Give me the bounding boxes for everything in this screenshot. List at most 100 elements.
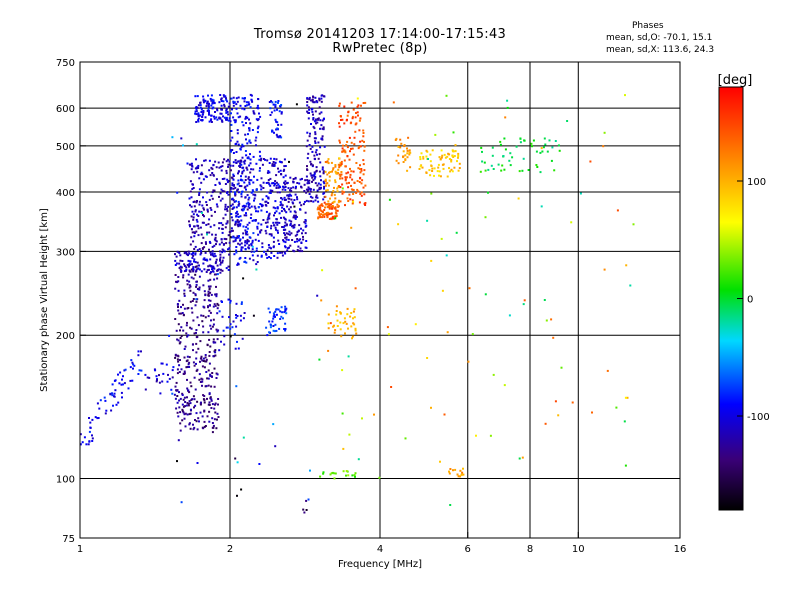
data-point <box>174 274 177 276</box>
data-point <box>310 200 313 203</box>
data-point <box>266 334 269 337</box>
data-point <box>181 408 184 411</box>
data-point <box>281 254 284 257</box>
data-point <box>313 127 316 130</box>
data-point <box>323 185 326 188</box>
data-point <box>448 472 451 475</box>
data-point <box>275 184 278 187</box>
data-point <box>554 140 557 142</box>
data-point <box>271 189 274 192</box>
data-point <box>174 385 177 388</box>
data-point <box>199 360 201 363</box>
data-point <box>357 190 360 193</box>
data-point <box>444 156 447 159</box>
data-point <box>274 207 277 210</box>
data-point <box>209 345 212 348</box>
data-point <box>344 176 347 179</box>
data-point <box>320 94 323 97</box>
data-point <box>326 216 329 219</box>
data-point <box>240 219 243 222</box>
data-point <box>347 171 350 174</box>
data-point <box>294 216 296 219</box>
data-point <box>275 308 278 311</box>
data-point <box>195 300 198 303</box>
data-point <box>191 183 194 186</box>
data-point <box>321 269 324 272</box>
data-point <box>211 172 214 174</box>
data-point <box>441 289 444 292</box>
data-point <box>205 201 208 204</box>
data-point <box>123 369 126 372</box>
data-point <box>210 375 213 378</box>
data-point <box>103 396 106 399</box>
data-point <box>205 258 208 261</box>
data-point <box>160 362 163 365</box>
data-point <box>213 102 216 105</box>
data-point <box>201 384 203 387</box>
data-point <box>242 232 245 235</box>
data-point <box>317 200 320 203</box>
data-point <box>359 176 362 179</box>
data-point <box>214 354 217 357</box>
data-point <box>195 331 197 334</box>
phase-stats-x: mean, sd,X: 113.6, 24.3 <box>606 45 715 55</box>
data-point <box>324 161 327 163</box>
data-point <box>280 216 282 219</box>
data-point <box>270 251 273 254</box>
data-point <box>339 162 342 164</box>
data-point <box>195 357 198 360</box>
data-point <box>215 166 218 169</box>
data-point <box>206 208 209 211</box>
data-point <box>183 348 186 350</box>
data-point <box>203 290 206 293</box>
data-point <box>558 149 561 152</box>
data-point <box>292 186 295 189</box>
data-point <box>245 261 248 264</box>
data-point <box>431 170 434 172</box>
data-point <box>340 173 343 176</box>
data-point <box>551 146 554 149</box>
data-point <box>189 180 192 183</box>
data-point <box>252 181 255 184</box>
data-point <box>197 164 200 167</box>
data-point <box>339 200 342 203</box>
data-point <box>272 423 275 426</box>
data-point <box>250 98 253 101</box>
data-point <box>288 246 290 249</box>
data-point <box>257 206 260 209</box>
data-point <box>221 231 224 234</box>
data-point <box>353 316 356 319</box>
data-point <box>234 222 237 225</box>
data-point <box>591 411 593 414</box>
data-point <box>227 234 230 237</box>
data-point <box>200 270 203 273</box>
data-point <box>204 425 207 427</box>
data-point <box>230 130 233 132</box>
data-point <box>313 101 316 104</box>
data-point <box>308 98 311 101</box>
data-point <box>309 147 312 150</box>
data-point <box>243 100 246 103</box>
data-point <box>236 140 239 143</box>
data-point <box>225 169 228 172</box>
data-point <box>334 165 337 168</box>
data-point <box>237 116 240 119</box>
data-point <box>339 186 342 189</box>
data-point <box>183 413 186 416</box>
data-point <box>181 410 184 413</box>
data-point <box>195 412 198 415</box>
data-point <box>140 369 143 372</box>
data-point <box>219 94 222 96</box>
data-point <box>327 327 330 330</box>
data-point <box>322 472 325 475</box>
data-point <box>436 170 439 173</box>
data-point <box>449 504 452 506</box>
data-point <box>341 150 344 153</box>
data-point <box>266 218 269 221</box>
data-point <box>286 223 288 226</box>
data-point <box>320 179 322 182</box>
data-point <box>336 187 339 190</box>
data-point <box>195 218 198 221</box>
data-point <box>211 254 214 257</box>
data-point <box>204 316 207 319</box>
